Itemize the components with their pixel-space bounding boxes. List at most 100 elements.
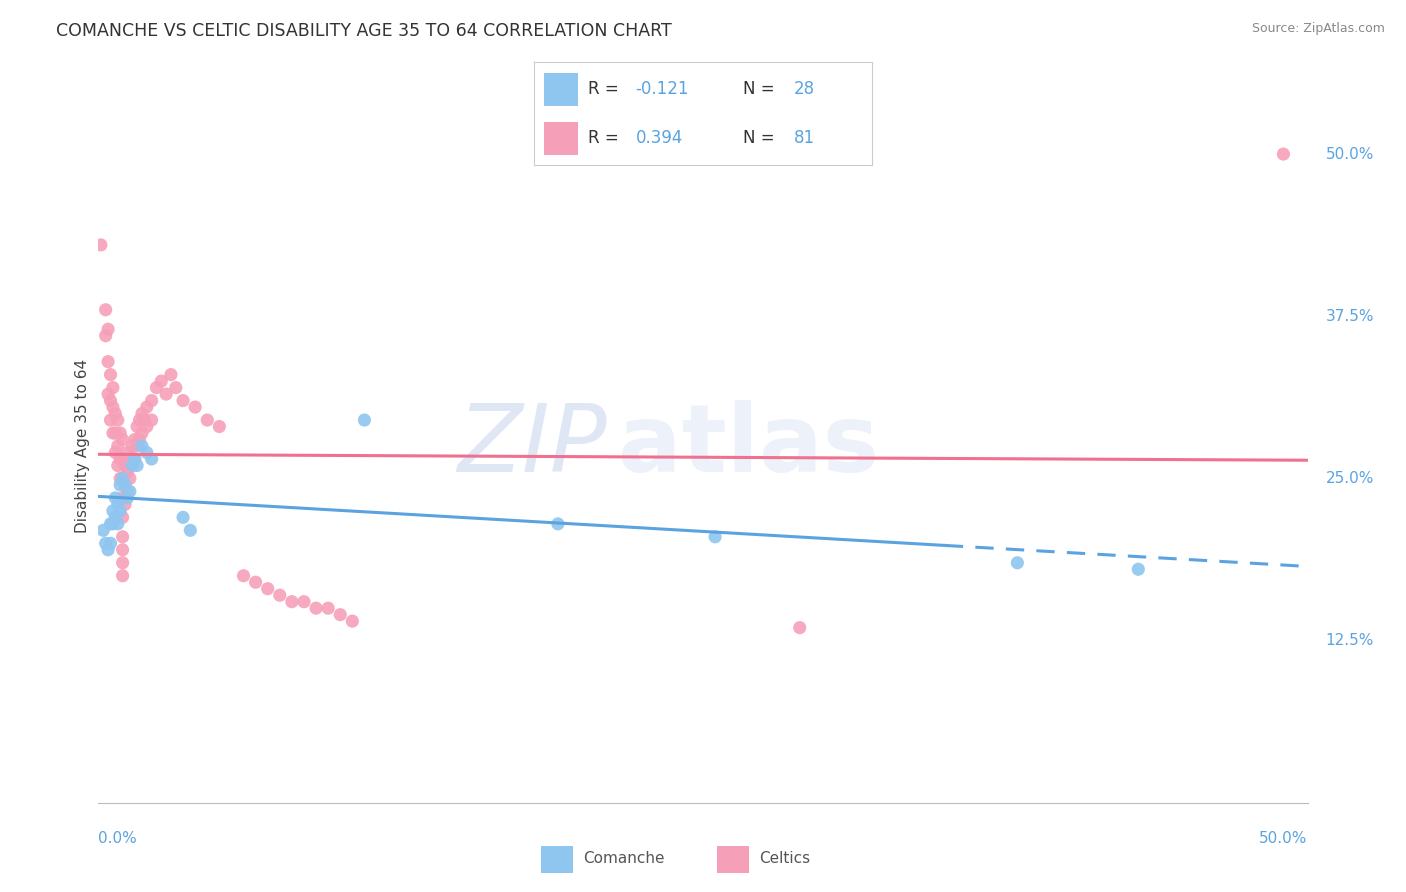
Point xyxy=(108,425,131,440)
Point xyxy=(97,322,120,336)
Point xyxy=(128,413,150,427)
Point xyxy=(145,381,167,395)
FancyBboxPatch shape xyxy=(717,847,748,873)
Point xyxy=(704,530,727,544)
Point xyxy=(111,471,134,485)
Point xyxy=(135,445,157,459)
Point xyxy=(208,419,231,434)
Point xyxy=(94,302,117,317)
Point xyxy=(1128,562,1150,576)
Point xyxy=(342,614,364,628)
Text: 50.0%: 50.0% xyxy=(1326,146,1374,161)
Text: 81: 81 xyxy=(794,129,815,147)
Point xyxy=(184,400,207,414)
Text: N =: N = xyxy=(744,129,780,147)
Point xyxy=(135,419,157,434)
Point xyxy=(114,478,136,492)
Point xyxy=(165,381,187,395)
Text: 12.5%: 12.5% xyxy=(1326,633,1374,648)
Point xyxy=(118,452,141,467)
Point xyxy=(245,575,267,590)
Point xyxy=(281,595,304,609)
Point xyxy=(104,445,127,459)
Point xyxy=(155,387,177,401)
Point xyxy=(124,452,146,467)
Point xyxy=(117,465,139,479)
Point xyxy=(121,439,143,453)
Text: 0.394: 0.394 xyxy=(636,129,683,147)
Point xyxy=(101,516,124,531)
Point xyxy=(97,354,120,368)
Point xyxy=(121,458,143,473)
Y-axis label: Disability Age 35 to 64: Disability Age 35 to 64 xyxy=(75,359,90,533)
Point xyxy=(789,621,811,635)
Point xyxy=(160,368,183,382)
Point xyxy=(107,439,129,453)
Point xyxy=(256,582,278,596)
Text: atlas: atlas xyxy=(619,400,879,492)
Text: 50.0%: 50.0% xyxy=(1260,831,1308,847)
Point xyxy=(101,504,124,518)
Point xyxy=(141,393,163,408)
Text: 0.0%: 0.0% xyxy=(98,831,138,847)
Text: R =: R = xyxy=(588,80,624,98)
Point xyxy=(292,595,315,609)
Point xyxy=(128,433,150,447)
Point xyxy=(195,413,218,427)
FancyBboxPatch shape xyxy=(544,73,578,105)
Point xyxy=(329,607,352,622)
Point xyxy=(108,504,131,518)
Point xyxy=(100,516,122,531)
Point xyxy=(100,536,122,550)
Point xyxy=(118,471,141,485)
Point xyxy=(100,413,122,427)
Point xyxy=(104,425,127,440)
Point xyxy=(101,381,124,395)
Point xyxy=(108,478,131,492)
Point xyxy=(124,433,146,447)
Point xyxy=(91,524,114,538)
Text: 25.0%: 25.0% xyxy=(1326,471,1374,486)
Point xyxy=(1007,556,1029,570)
Point xyxy=(135,400,157,414)
Point xyxy=(97,387,120,401)
Text: 28: 28 xyxy=(794,80,815,98)
Point xyxy=(117,484,139,499)
Point xyxy=(269,588,291,602)
Point xyxy=(172,510,194,524)
Point xyxy=(118,484,141,499)
Point xyxy=(131,407,153,421)
Point xyxy=(101,400,124,414)
Point xyxy=(316,601,339,615)
Point xyxy=(100,393,122,408)
Point xyxy=(94,328,117,343)
Point xyxy=(104,407,127,421)
Point xyxy=(117,491,139,505)
Point xyxy=(114,478,136,492)
Point xyxy=(101,425,124,440)
FancyBboxPatch shape xyxy=(544,122,578,155)
Point xyxy=(97,542,120,557)
Text: R =: R = xyxy=(588,129,624,147)
Point xyxy=(111,452,134,467)
Point xyxy=(127,419,149,434)
Point xyxy=(107,413,129,427)
Point xyxy=(353,413,375,427)
Point xyxy=(141,413,163,427)
Point xyxy=(134,413,156,427)
Point xyxy=(127,439,149,453)
Point xyxy=(107,458,129,473)
Point xyxy=(104,491,127,505)
Point xyxy=(111,433,134,447)
Text: 37.5%: 37.5% xyxy=(1326,309,1374,324)
Point xyxy=(111,471,134,485)
Point xyxy=(150,374,173,388)
Point xyxy=(100,368,122,382)
Text: ZIP: ZIP xyxy=(457,401,606,491)
Point xyxy=(111,568,134,582)
Point xyxy=(124,452,146,467)
Point xyxy=(305,601,328,615)
Point xyxy=(107,516,129,531)
Point xyxy=(111,491,134,505)
Point xyxy=(121,458,143,473)
